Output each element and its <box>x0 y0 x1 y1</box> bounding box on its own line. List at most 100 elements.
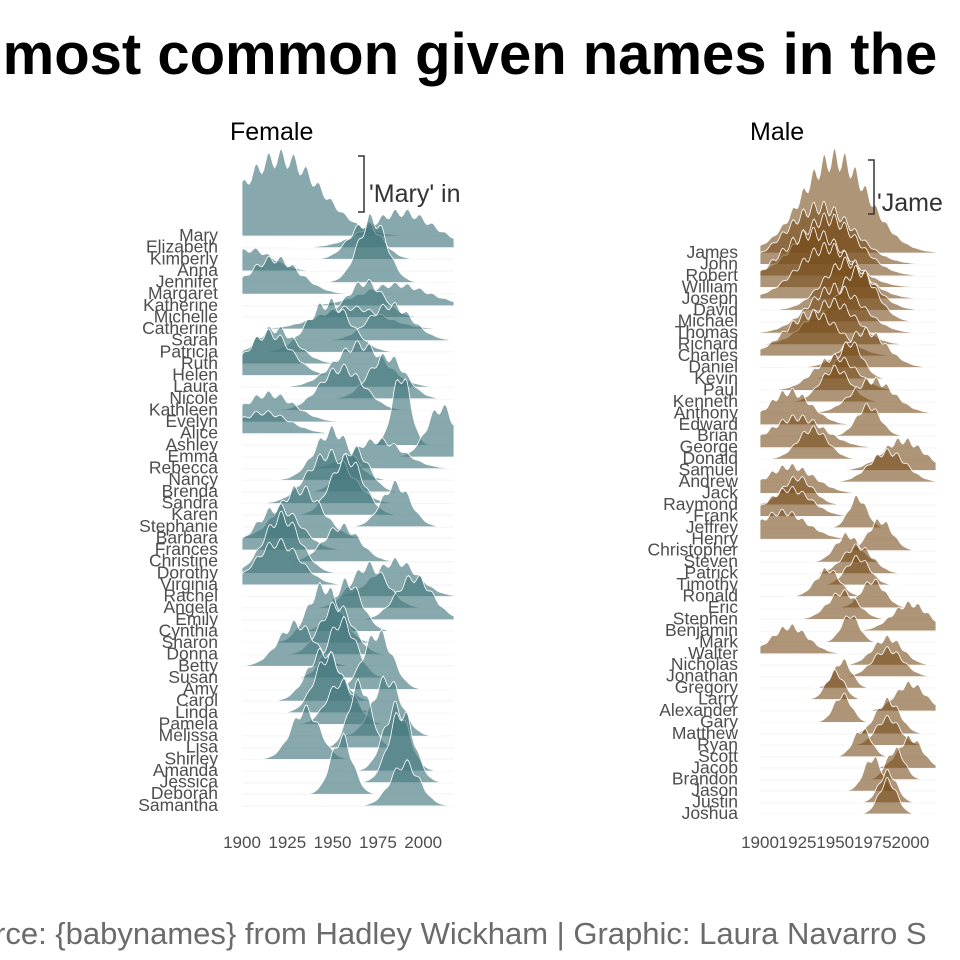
female-name-label: Deborah <box>151 783 218 803</box>
male-name-label: Mark <box>699 631 738 651</box>
chart-title: most common given names in the <box>3 22 938 87</box>
female-name-label: Donna <box>166 644 218 664</box>
male-ridge-timothy <box>759 554 937 586</box>
female-name-label: Kathleen <box>149 399 218 419</box>
female-name-label: Margaret <box>148 283 218 303</box>
female-name-label: Stephanie <box>139 516 218 536</box>
male-panel-label: Male <box>750 118 804 146</box>
female-ridge-michelle <box>241 278 455 318</box>
male-ridge-gary <box>759 692 937 723</box>
female-name-label: Lisa <box>186 737 218 757</box>
female-name-label: Elizabeth <box>146 237 218 257</box>
female-x-tick-label: 1925 <box>268 833 306 852</box>
female-name-label: Angela <box>164 597 219 617</box>
male-ridge-jason <box>759 756 937 792</box>
female-ridge-kimberly <box>241 220 455 260</box>
male-name-label: Steven <box>684 551 738 571</box>
female-name-label: Alice <box>180 423 218 443</box>
male-ridge-charles <box>759 309 937 357</box>
female-name-label: Melissa <box>159 725 219 745</box>
chart-caption: rce: {babynames} from Hadley Wickham | G… <box>0 916 927 951</box>
male-name-label: Eric <box>708 597 738 617</box>
female-name-labels: MaryElizabethKimberlyAnnaJenniferMargare… <box>138 225 218 815</box>
male-annotation-bracket <box>868 159 875 215</box>
male-name-label: Samuel <box>679 460 738 480</box>
female-name-label: Jennifer <box>156 272 218 292</box>
male-ridge-paul <box>759 353 936 391</box>
male-name-label: Thomas <box>675 322 738 342</box>
male-name-label: Larry <box>698 689 738 709</box>
male-name-label: John <box>700 253 738 273</box>
female-panel-label: Female <box>230 118 313 146</box>
female-name-label: Catherine <box>142 318 218 338</box>
female-ridge-laura <box>241 340 455 388</box>
male-name-label: Scott <box>698 746 738 766</box>
male-name-label: Matthew <box>672 723 738 743</box>
male-ridge-kevin <box>759 341 937 380</box>
female-x-tick-label: 2000 <box>404 833 442 852</box>
female-name-label: Emily <box>175 609 218 629</box>
female-name-label: Rachel <box>164 586 218 606</box>
male-name-label: Joseph <box>682 288 738 308</box>
female-name-label: Pamela <box>159 713 219 733</box>
female-name-label: Virginia <box>160 574 218 594</box>
female-name-label: Katherine <box>143 295 218 315</box>
female-name-label: Laura <box>173 376 218 396</box>
male-ridge-walter <box>759 623 937 655</box>
male-name-label: Jonathan <box>666 666 738 686</box>
female-name-label: Susan <box>168 667 218 687</box>
male-x-axis: 1900 1925 1950 1975 2000 <box>741 833 929 852</box>
female-name-label: Linda <box>175 702 218 722</box>
male-x-tick-label: 1925 <box>779 833 817 852</box>
male-name-label: Raymond <box>663 494 738 514</box>
female-ridge-elizabeth <box>241 208 455 249</box>
female-name-label: Frances <box>155 539 218 559</box>
female-name-label: Barbara <box>156 527 219 547</box>
female-ridge-cynthia <box>241 576 455 632</box>
female-x-tick-label: 1975 <box>359 833 397 852</box>
female-name-label: Betty <box>178 655 218 675</box>
female-name-label: Amanda <box>153 760 218 780</box>
female-ridge-evelyn <box>241 390 455 423</box>
female-ridges <box>241 148 455 807</box>
male-name-label: Andrew <box>679 471 739 491</box>
male-name-label: Robert <box>685 265 738 285</box>
male-name-label: Michael <box>678 311 738 331</box>
male-name-label: Charles <box>678 345 739 365</box>
female-panel: Female MaryElizabethKimberlyAnnaJennifer… <box>138 118 460 852</box>
female-name-label: Evelyn <box>165 411 218 431</box>
female-name-label: Ruth <box>181 353 218 373</box>
male-name-label: Walter <box>688 643 738 663</box>
female-ridge-samantha <box>241 759 455 807</box>
female-ridge-amy <box>241 628 455 690</box>
male-name-label: Joshua <box>682 803 739 823</box>
female-annotation-bracket <box>358 155 365 213</box>
male-name-label: Kenneth <box>673 391 738 411</box>
male-name-label: Daniel <box>688 357 738 377</box>
male-name-label: Donald <box>683 448 738 468</box>
male-name-label: Kevin <box>694 368 738 388</box>
male-x-tick-label: 2000 <box>891 833 929 852</box>
male-name-label: Henry <box>691 528 738 548</box>
male-ridge-brandon <box>760 746 936 781</box>
female-ridge-susan <box>241 615 455 679</box>
male-ridge-joshua <box>759 777 937 815</box>
male-ridges <box>759 148 937 815</box>
female-name-label: Anna <box>177 260 218 280</box>
male-x-tick-label: 1900 <box>741 833 779 852</box>
female-name-label: Nicole <box>169 388 218 408</box>
female-name-label: Sandra <box>162 492 219 512</box>
male-name-label: Jeffrey <box>686 517 738 537</box>
female-x-tick-label: 1950 <box>314 833 352 852</box>
male-name-label: Richard <box>678 334 738 354</box>
male-name-label: Stephen <box>673 608 738 628</box>
male-name-label: Jack <box>702 482 738 502</box>
male-name-label: Jason <box>691 780 738 800</box>
male-name-label: Ronald <box>683 586 738 606</box>
female-name-label: Brenda <box>162 481 219 501</box>
male-name-label: William <box>682 276 738 296</box>
male-name-label: Timothy <box>676 574 738 594</box>
male-name-label: Brian <box>697 425 738 445</box>
male-ridge-steven <box>759 532 937 563</box>
male-panel: Male JamesJohnRobertWilliamJosephDavidMi… <box>648 118 943 852</box>
